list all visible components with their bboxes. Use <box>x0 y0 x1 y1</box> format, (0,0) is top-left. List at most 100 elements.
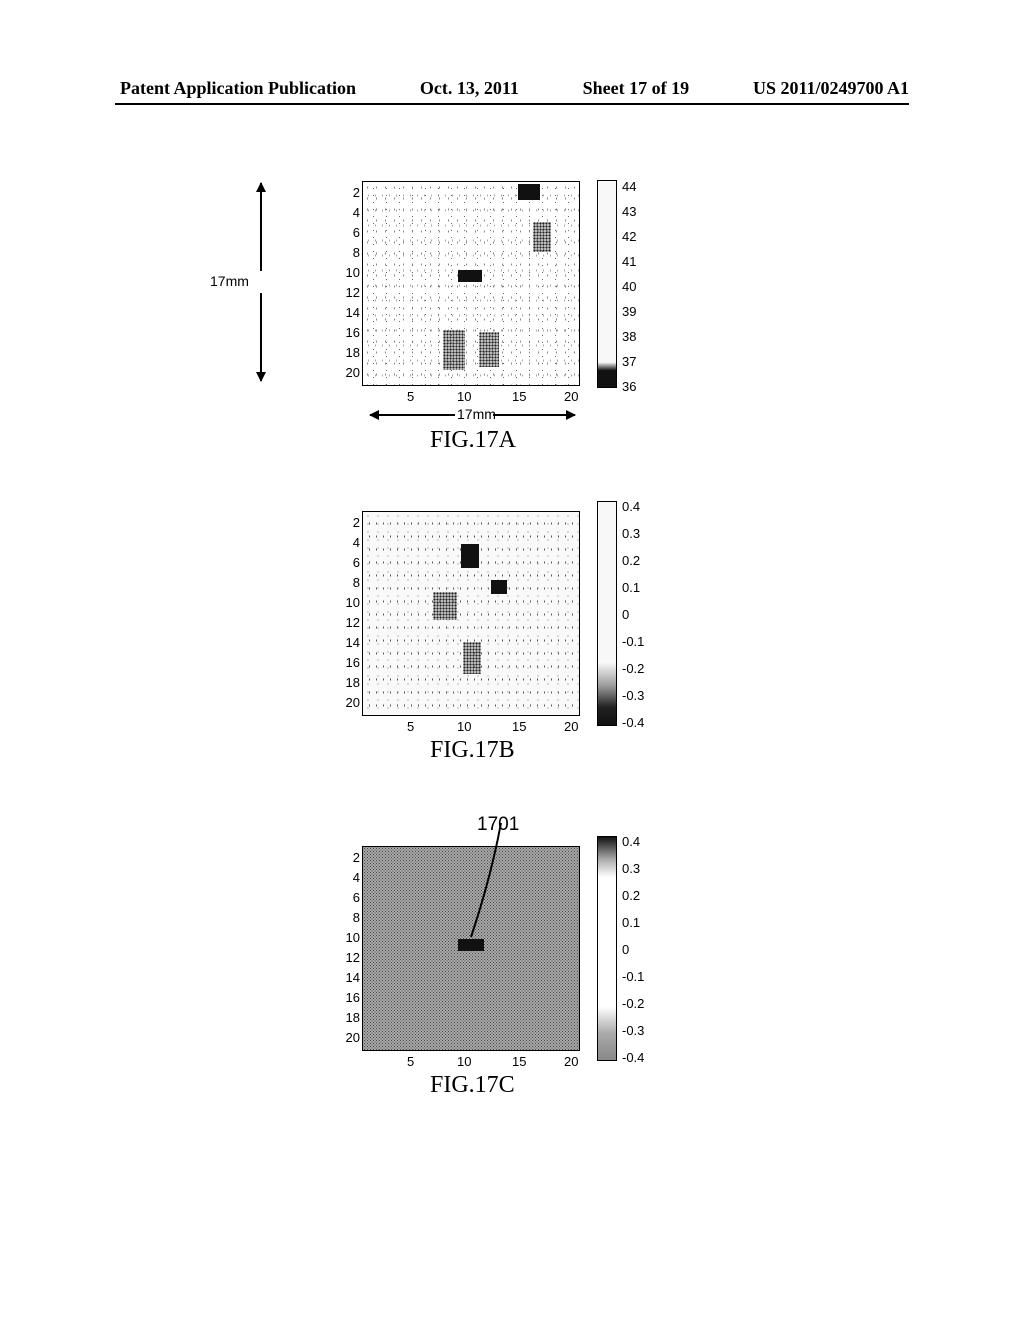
ytick: 18 <box>342 1010 360 1025</box>
ytick: 8 <box>348 575 360 590</box>
ytick: 18 <box>342 675 360 690</box>
hotspot <box>458 270 482 282</box>
colorbar-17a <box>597 180 617 388</box>
xtick: 10 <box>457 389 471 404</box>
cbar-tick: 0.3 <box>622 526 640 541</box>
figure-17c: 1701 2 4 6 8 10 12 14 16 18 20 5 10 15 2… <box>322 840 702 1160</box>
header-sheet: Sheet 17 of 19 <box>583 78 690 99</box>
ytick: 20 <box>342 1030 360 1045</box>
cbar-tick: 0 <box>622 607 629 622</box>
cbar-tick: 0.3 <box>622 861 640 876</box>
cbar-tick: 0.1 <box>622 580 640 595</box>
region <box>479 332 499 367</box>
region <box>433 592 457 620</box>
xtick: 15 <box>512 719 526 734</box>
colorbar-17c <box>597 836 617 1061</box>
xtick: 20 <box>564 1054 578 1069</box>
cbar-tick: -0.3 <box>622 688 644 703</box>
region <box>463 642 481 674</box>
hotspot <box>518 184 540 200</box>
cbar-tick: -0.4 <box>622 1050 644 1065</box>
xtick: 20 <box>564 719 578 734</box>
ytick: 8 <box>348 245 360 260</box>
ytick: 6 <box>348 225 360 240</box>
dim-label-vertical: 17mm <box>210 273 249 289</box>
ytick: 14 <box>342 305 360 320</box>
xtick: 5 <box>407 1054 414 1069</box>
xtick: 15 <box>512 1054 526 1069</box>
ytick: 16 <box>342 325 360 340</box>
ytick: 8 <box>348 910 360 925</box>
dim-arrow-vertical <box>260 183 262 381</box>
cbar-tick: 40 <box>622 279 636 294</box>
header-docnum: US 2011/0249700 A1 <box>753 78 909 99</box>
figure-caption: FIG.17C <box>430 1072 515 1099</box>
colorbar-17b <box>597 501 617 726</box>
ytick: 10 <box>342 595 360 610</box>
cbar-tick: 0.2 <box>622 888 640 903</box>
ytick: 2 <box>348 850 360 865</box>
cbar-tick: -0.4 <box>622 715 644 730</box>
region <box>533 222 551 252</box>
figure-17a: 17mm 2 4 6 8 10 12 14 16 18 20 5 10 15 2… <box>322 175 702 475</box>
ytick: 4 <box>348 535 360 550</box>
header-left: Patent Application Publication <box>120 78 356 99</box>
cbar-tick: 0.4 <box>622 834 640 849</box>
ytick: 14 <box>342 635 360 650</box>
xtick: 10 <box>457 719 471 734</box>
callout-line <box>363 827 581 957</box>
ytick: 10 <box>342 265 360 280</box>
ytick: 12 <box>342 615 360 630</box>
heatmap-17a <box>362 181 580 386</box>
cbar-tick: 44 <box>622 179 636 194</box>
ytick: 2 <box>348 185 360 200</box>
figure-caption: FIG.17B <box>430 737 515 764</box>
page-header: Patent Application Publication Oct. 13, … <box>0 78 1024 99</box>
ytick: 20 <box>342 365 360 380</box>
hotspot <box>491 580 507 594</box>
heatmap-17c <box>362 846 580 1051</box>
figure-caption: FIG.17A <box>430 427 516 454</box>
ytick: 6 <box>348 890 360 905</box>
xtick: 20 <box>564 389 578 404</box>
ytick: 18 <box>342 345 360 360</box>
hotspot <box>461 544 479 568</box>
region <box>443 330 465 370</box>
cbar-tick: -0.1 <box>622 969 644 984</box>
cbar-tick: 43 <box>622 204 636 219</box>
cbar-tick: 41 <box>622 254 636 269</box>
ytick: 6 <box>348 555 360 570</box>
cbar-tick: 39 <box>622 304 636 319</box>
dim-label-horizontal: 17mm <box>457 406 496 422</box>
cbar-tick: 0.1 <box>622 915 640 930</box>
ytick: 2 <box>348 515 360 530</box>
cbar-tick: -0.3 <box>622 1023 644 1038</box>
ytick: 14 <box>342 970 360 985</box>
ytick: 10 <box>342 930 360 945</box>
cbar-tick: -0.2 <box>622 661 644 676</box>
ytick: 4 <box>348 870 360 885</box>
xtick: 10 <box>457 1054 471 1069</box>
figure-17b: 2 4 6 8 10 12 14 16 18 20 5 10 15 20 0.4… <box>322 505 702 795</box>
xtick: 15 <box>512 389 526 404</box>
xtick: 5 <box>407 389 414 404</box>
cbar-tick: 36 <box>622 379 636 394</box>
heatmap-17b <box>362 511 580 716</box>
xtick: 5 <box>407 719 414 734</box>
cbar-tick: 0.2 <box>622 553 640 568</box>
ytick: 12 <box>342 950 360 965</box>
cbar-tick: 0.4 <box>622 499 640 514</box>
cbar-tick: 38 <box>622 329 636 344</box>
ytick: 16 <box>342 655 360 670</box>
ytick: 16 <box>342 990 360 1005</box>
ytick: 4 <box>348 205 360 220</box>
ytick: 12 <box>342 285 360 300</box>
cbar-tick: 37 <box>622 354 636 369</box>
cbar-tick: 0 <box>622 942 629 957</box>
cbar-tick: 42 <box>622 229 636 244</box>
header-rule <box>115 103 909 105</box>
header-date: Oct. 13, 2011 <box>420 78 519 99</box>
cbar-tick: -0.1 <box>622 634 644 649</box>
cbar-tick: -0.2 <box>622 996 644 1011</box>
ytick: 20 <box>342 695 360 710</box>
